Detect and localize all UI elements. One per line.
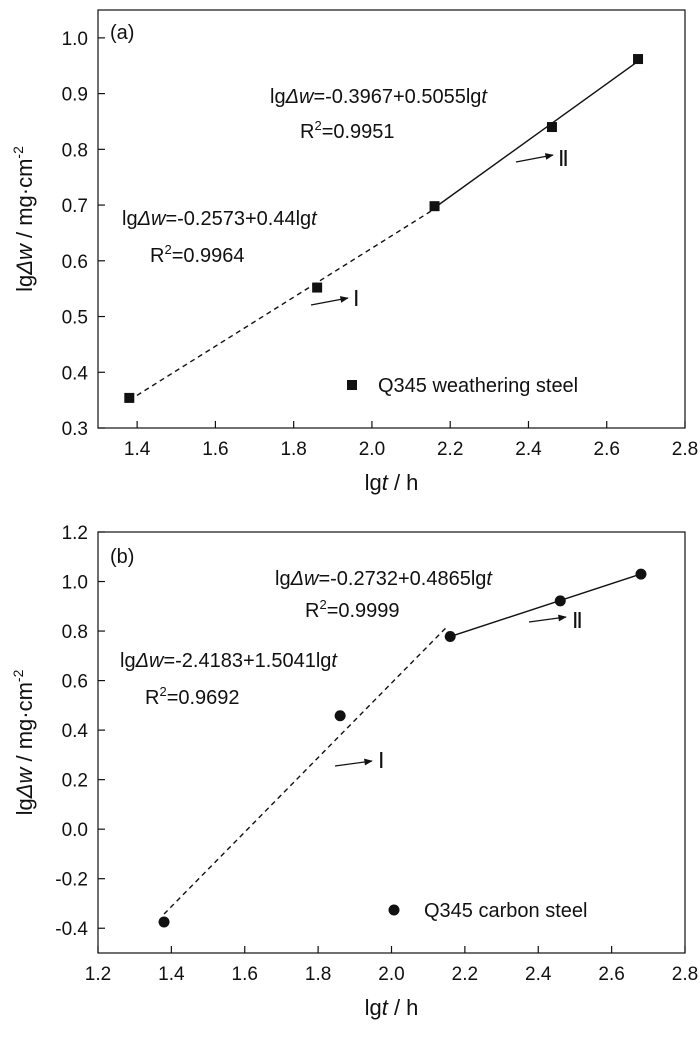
fit-equation-stage-2: lgΔw=-0.3967+0.5055lgt [270, 86, 488, 108]
y-tick-label: 0.6 [62, 252, 88, 273]
chart-panel-b: 1.2 1.4 1.6 1.8 2.0 2.2 2.4 2.6 2.8 -0.4 -0.2 0.0 0.… [10, 523, 698, 1020]
y-tick-label: 0.8 [62, 622, 88, 643]
x-axis-label: lgt / h [365, 470, 419, 495]
stage-label: Ⅰ [378, 748, 385, 773]
fit-r2-stage-2: R2=0.9951 [300, 118, 395, 143]
stage-arrow [310, 296, 349, 306]
fit-line-stage-2 [434, 60, 639, 209]
y-tick-label: 0.4 [62, 363, 89, 384]
y-tick-label: 0.8 [62, 140, 88, 161]
fit-line-stage-2 [449, 573, 642, 638]
panel-label: (b) [110, 546, 134, 568]
y-tick-label: -0.4 [55, 919, 88, 940]
y-tick-label: 0.4 [62, 721, 89, 742]
x-tick-label: 1.4 [124, 439, 151, 460]
plot-frame [97, 9, 686, 429]
stage-arrow [515, 153, 554, 163]
stage-label: Ⅱ [558, 146, 569, 171]
data-point [312, 282, 323, 293]
x-tick-label: 2.8 [672, 439, 698, 460]
x-tick-label: 1.6 [202, 439, 228, 460]
x-tick-label: 2.4 [525, 964, 552, 985]
stage-arrow [528, 614, 567, 623]
x-axis-label: lgt / h [365, 995, 419, 1020]
chart-panel-a: 1.4 1.6 1.8 2.0 2.2 2.4 2.6 2.8 0.3 0.4 0.5 0.6 0.7 0… [10, 9, 698, 495]
x-tick-label: 1.2 [85, 964, 111, 985]
panel-label: (a) [110, 22, 134, 44]
fit-r2-stage-2: R2=0.9999 [305, 597, 400, 622]
legend-marker [347, 380, 357, 390]
y-tick-label: 1.0 [62, 573, 88, 594]
x-tick-label: 2.2 [437, 439, 463, 460]
data-point [546, 122, 557, 133]
stage-arrow [334, 758, 373, 767]
stage-label: Ⅰ [353, 286, 360, 311]
y-tick-label: 0.7 [62, 196, 88, 217]
y-tick-label: 0.2 [62, 771, 88, 792]
y-tick-label: 1.2 [62, 523, 88, 544]
y-tick-label: 0.0 [62, 820, 88, 841]
fit-equation-stage-1: lgΔw=-0.2573+0.44lgt [122, 208, 318, 230]
x-tick-label: 2.6 [598, 964, 624, 985]
legend-label: Q345 weathering steel [378, 375, 578, 397]
data-point [124, 392, 135, 403]
x-tick-label: 2.8 [672, 964, 698, 985]
y-tick-label: 0.5 [62, 308, 88, 329]
y-tick-label: 1.0 [62, 29, 88, 50]
stage-label: Ⅱ [572, 608, 583, 633]
plot-frame [97, 531, 686, 954]
x-tick-label: 2.0 [378, 964, 404, 985]
data-point [444, 631, 456, 643]
x-tick-label: 2.4 [515, 439, 542, 460]
y-tick-label: 0.3 [62, 419, 88, 440]
y-axis-label: lgΔw / mg·cm-2 [10, 669, 37, 815]
legend-marker [388, 904, 400, 916]
data-point [334, 710, 346, 722]
x-tick-label: 1.8 [280, 439, 306, 460]
x-tick-label: 2.0 [359, 439, 385, 460]
fit-line-stage-1 [128, 208, 435, 401]
fit-r2-stage-1: R2=0.9964 [150, 242, 245, 267]
data-point [635, 568, 647, 580]
data-point [158, 916, 170, 928]
fit-line-stage-1 [163, 626, 448, 915]
legend-label: Q345 carbon steel [424, 900, 587, 922]
x-tick-label: 1.6 [232, 964, 258, 985]
y-tick-label: 0.6 [62, 672, 88, 693]
x-tick-label: 2.6 [594, 439, 620, 460]
data-point [554, 595, 566, 607]
fit-equation-stage-1: lgΔw=-2.4183+1.5041lgt [120, 650, 338, 672]
fit-r2-stage-1: R2=0.9692 [145, 684, 240, 709]
x-tick-label: 1.4 [158, 964, 185, 985]
x-tick-label: 2.2 [452, 964, 478, 985]
data-point [633, 54, 644, 65]
data-point [429, 201, 440, 212]
fit-equation-stage-2: lgΔw=-0.2732+0.4865lgt [275, 568, 493, 590]
x-tick-label: 1.8 [305, 964, 331, 985]
y-tick-label: 0.9 [62, 85, 88, 106]
y-tick-label: -0.2 [55, 870, 88, 891]
y-axis-label: lgΔw / mg·cm-2 [10, 146, 37, 292]
